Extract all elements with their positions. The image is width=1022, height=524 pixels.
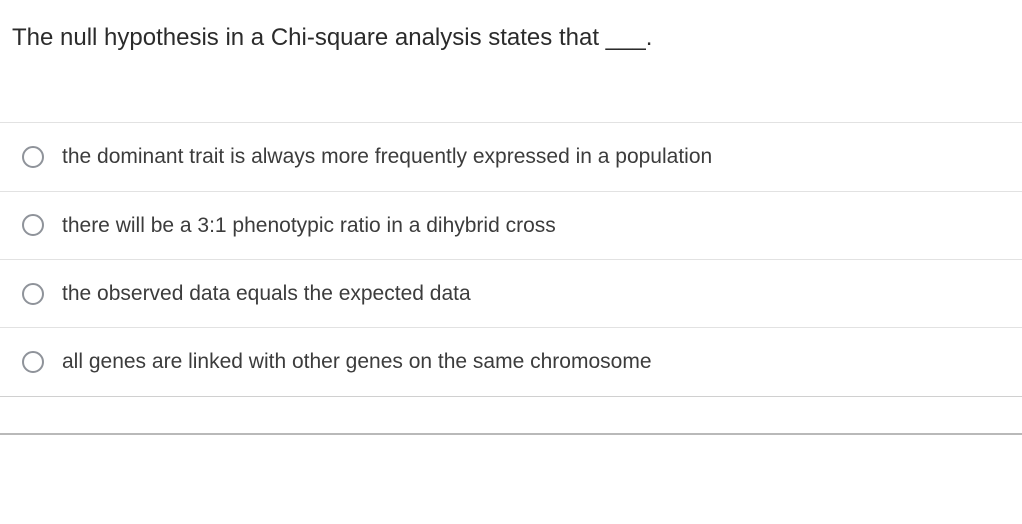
option-label: the dominant trait is always more freque… <box>62 143 712 170</box>
radio-icon[interactable] <box>22 146 44 168</box>
option-row[interactable]: there will be a 3:1 phenotypic ratio in … <box>0 191 1022 259</box>
radio-icon[interactable] <box>22 214 44 236</box>
question-box: The null hypothesis in a Chi-square anal… <box>0 0 1022 397</box>
option-label: there will be a 3:1 phenotypic ratio in … <box>62 212 556 239</box>
radio-icon[interactable] <box>22 351 44 373</box>
option-row[interactable]: the observed data equals the expected da… <box>0 259 1022 327</box>
option-label: the observed data equals the expected da… <box>62 280 471 307</box>
options-list: the dominant trait is always more freque… <box>0 122 1022 395</box>
option-row[interactable]: the dominant trait is always more freque… <box>0 122 1022 190</box>
quiz-container: The null hypothesis in a Chi-square anal… <box>0 0 1022 524</box>
option-label: all genes are linked with other genes on… <box>62 348 652 375</box>
question-text: The null hypothesis in a Chi-square anal… <box>0 0 1022 90</box>
option-row[interactable]: all genes are linked with other genes on… <box>0 327 1022 395</box>
bottom-divider <box>0 433 1022 435</box>
radio-icon[interactable] <box>22 283 44 305</box>
